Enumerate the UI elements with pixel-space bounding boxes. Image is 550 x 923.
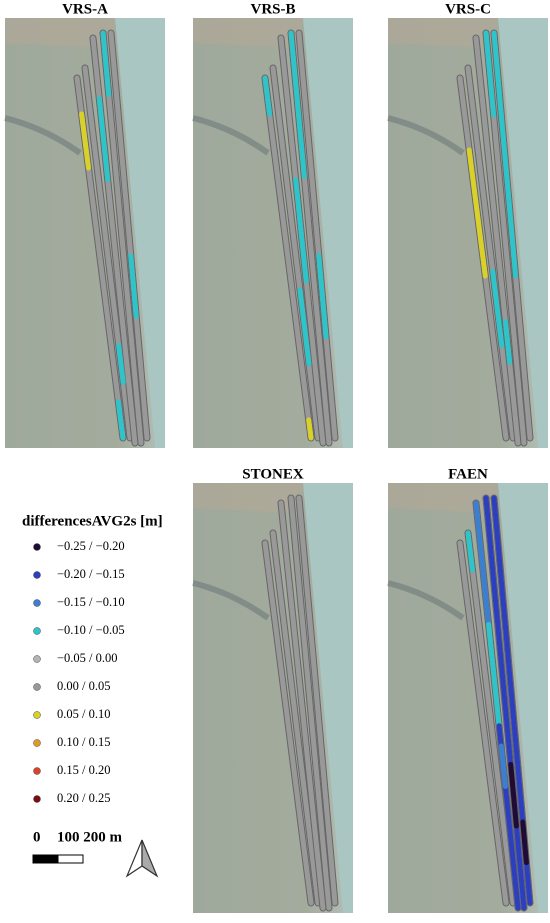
legend-label: −0.20 / −0.15 [57,567,125,581]
track-segment [115,399,126,441]
map-panel: STONEX [192,466,353,913]
track-segment [483,30,497,118]
panel-title: VRS-B [250,1,295,17]
track-segment [96,96,111,183]
north-arrow [125,839,159,878]
legend-label: 0.20 / 0.25 [57,791,110,805]
track-segment [486,622,502,729]
town [193,18,303,48]
track-segment [100,30,112,97]
town [193,483,303,513]
sea [115,18,165,448]
legend-label: 0.05 / 0.10 [57,707,110,721]
track [465,530,516,906]
track [473,35,521,446]
track [278,500,326,911]
map-panel: VRS-B [192,1,353,448]
legend-swatch [33,655,41,663]
legend-title: differencesAVG2s [m] [22,513,163,529]
track-segment [293,177,309,284]
scale-bar: 0 100 200 m [32,829,123,864]
track-segment [465,530,475,573]
track [296,30,338,441]
track-segment [480,255,488,279]
track-segment [466,147,486,261]
legend-swatch [33,683,41,691]
legend-label: −0.05 / 0.00 [57,651,118,665]
scale-label: 100 200 m [57,829,123,845]
river [387,580,465,621]
sea [303,483,353,913]
track-segment [491,30,519,279]
track-segment [128,253,139,319]
river [192,580,270,621]
track-segment [490,269,505,348]
sea [498,18,548,448]
legend-swatch [33,627,41,635]
river [4,115,82,156]
track [270,530,321,906]
legend-label: 0.15 / 0.20 [57,763,110,777]
track-segment [288,30,307,179]
track-segment [498,743,508,789]
legend-label: −0.10 / −0.05 [57,623,125,637]
track [262,75,314,441]
legend-swatch [33,711,41,719]
legend-label: −0.15 / −0.10 [57,595,125,609]
sea [303,18,353,448]
legend-label: −0.25 / −0.20 [57,539,125,553]
legend-swatch [33,739,41,747]
river [387,115,465,156]
legend: −0.25 / −0.20 −0.20 / −0.15 −0.15 / −0.10 −… [33,539,125,805]
town [388,18,498,48]
track-segment [483,495,527,911]
track-segment [116,343,126,385]
track [288,495,332,911]
track [262,540,314,906]
track-segment [306,417,314,441]
track-segment [79,111,91,171]
track-segment [508,762,519,829]
map-panel: VRS-C [387,1,548,448]
track-segment [297,287,312,367]
track [108,30,150,441]
track-segment [316,253,329,340]
scale-segment [57,854,84,864]
track [270,65,321,441]
track-segment [502,319,513,365]
town [5,18,115,48]
track-segment [473,500,492,627]
track-segment [520,819,529,865]
town [388,483,498,513]
river [192,115,270,156]
legend-swatch [33,543,41,551]
track [296,495,338,906]
panel-title: FAEN [448,466,488,482]
track [465,65,516,441]
legend-swatch [33,571,41,579]
panel-title: VRS-C [445,1,491,17]
map-panel: FAEN [387,466,548,913]
legend-swatch [33,795,41,803]
legend-label: 0.10 / 0.15 [57,735,110,749]
legend-swatch [33,767,41,775]
track [457,540,509,906]
map-panel: VRS-A [4,1,165,448]
sea [498,483,548,913]
track [100,30,144,446]
scale-label: 0 [33,829,41,845]
panel-title: STONEX [242,466,304,482]
legend-label: 0.00 / 0.05 [57,679,110,693]
scale-segment [32,854,59,864]
panel-title: VRS-A [62,1,108,17]
track-segment [262,75,273,117]
legend-swatch [33,599,41,607]
